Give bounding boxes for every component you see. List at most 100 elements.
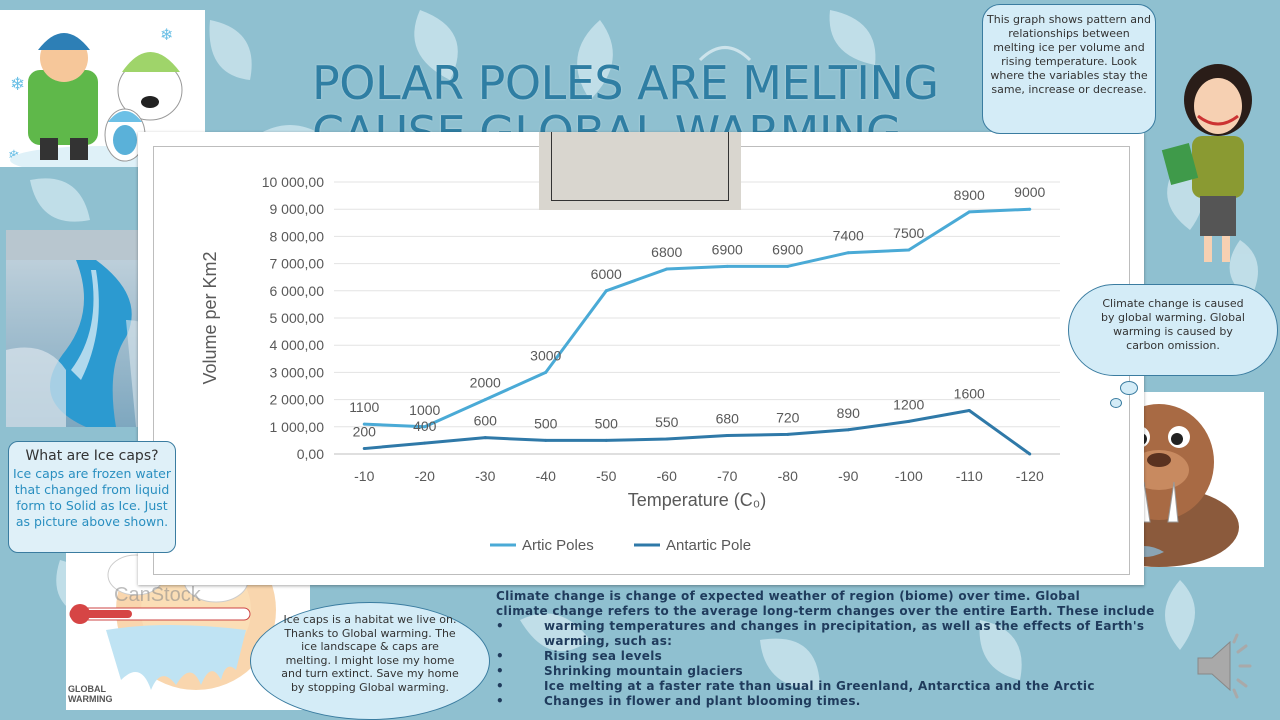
y-tick-label: 8 000,00	[270, 228, 325, 244]
x-tick-label: -120	[1016, 468, 1044, 484]
data-point	[423, 425, 427, 429]
bullet-item: • Changes in flower and plant blooming ti…	[496, 694, 1182, 709]
data-point	[362, 422, 366, 426]
y-tick-label: 0,00	[297, 446, 324, 462]
y-tick-label: 1 000,00	[270, 419, 325, 435]
x-tick-label: -90	[838, 468, 858, 484]
data-label: 550	[655, 414, 679, 430]
data-point	[1028, 452, 1032, 456]
y-tick-label: 6 000,00	[270, 283, 325, 299]
speaker-icon[interactable]	[1190, 632, 1256, 702]
x-tick-label: -60	[657, 468, 677, 484]
climate-change-paragraph: Climate change is change of expected wea…	[496, 589, 1182, 709]
data-label: 9000	[1014, 184, 1045, 200]
bullet-symbol: •	[496, 679, 504, 693]
paragraph-line-1: Climate change is change of expected wea…	[496, 589, 1081, 603]
data-point	[846, 251, 850, 255]
bullet-text: Rising sea levels	[544, 649, 663, 663]
data-point	[967, 210, 971, 214]
data-point	[846, 428, 850, 432]
placeholder-outline	[551, 132, 729, 201]
data-label: 500	[534, 415, 558, 431]
data-label: 1600	[954, 385, 985, 401]
data-label: 400	[413, 418, 437, 434]
data-point	[907, 248, 911, 252]
data-point	[786, 432, 790, 436]
y-tick-label: 5 000,00	[270, 310, 325, 326]
x-tick-label: -70	[717, 468, 737, 484]
data-point	[665, 437, 669, 441]
data-label: 720	[776, 409, 800, 425]
series-line-artic	[364, 207, 1030, 429]
data-label: 1100	[349, 399, 379, 415]
x-tick-label: -20	[415, 468, 435, 484]
y-tick-label: 7 000,00	[270, 256, 325, 272]
data-label: 500	[595, 415, 619, 431]
legend-label: Artic Poles	[522, 537, 594, 554]
global-warming-label: GLOBAL WARMING	[68, 684, 113, 704]
empty-placeholder-box	[539, 132, 741, 210]
data-label: 1200	[893, 396, 924, 412]
data-point	[967, 408, 971, 412]
bullet-text: Changes in flower and plant blooming tim…	[544, 694, 861, 708]
line-chart: 0,00 1 000,00 2 000,00 3 000,00 4 000,00 5 00…	[200, 174, 1060, 554]
x-tick-label: -40	[536, 468, 556, 484]
data-point	[665, 267, 669, 271]
data-label: 1000	[409, 402, 440, 418]
bullet-item: • Ice melting at a faster rate than usual…	[496, 679, 1182, 694]
bullet-text: Ice melting at a faster rate than usual …	[544, 679, 1095, 693]
bullet-item: • warming temperatures and changes in pr…	[496, 619, 1182, 634]
svg-text:❄: ❄	[160, 25, 173, 44]
data-label: 600	[474, 413, 498, 429]
y-tick-label: 10 000,00	[262, 174, 324, 190]
y-tick-label: 3 000,00	[270, 364, 325, 380]
data-point	[604, 289, 608, 293]
data-point	[483, 436, 487, 440]
y-tick-label: 4 000,00	[270, 337, 325, 353]
data-point	[544, 370, 548, 374]
data-label: 6900	[712, 241, 743, 257]
x-tick-label: -110	[956, 468, 983, 484]
x-tick-label: -80	[778, 468, 798, 484]
data-label: 7400	[833, 228, 864, 244]
data-point	[725, 264, 729, 268]
habitat-bubble: Ice caps is a habitat we live on. Thanks…	[250, 602, 490, 720]
x-tick-label: -100	[895, 468, 923, 484]
bullet-text: warming, such as:	[544, 634, 673, 648]
series-line-antartic	[364, 408, 1031, 456]
x-tick-label: -50	[596, 468, 616, 484]
data-point	[423, 441, 427, 445]
data-label: 6900	[772, 241, 803, 257]
data-label: 200	[353, 424, 377, 440]
bullet-symbol: •	[496, 664, 504, 678]
ice-caps-heading: What are Ice caps?	[25, 448, 159, 464]
bullet-text: warming temperatures and changes in prec…	[544, 619, 1145, 633]
bullet-item: • Rising sea levels	[496, 649, 1182, 664]
bullet-item: • Shrinking mountain glaciers	[496, 664, 1182, 679]
data-label: 6800	[651, 244, 682, 260]
data-label: 890	[837, 405, 861, 421]
climate-change-cloud: Climate change is caused by global warmi…	[1068, 284, 1278, 376]
ice-caps-bubble: What are Ice caps? Ice caps are frozen w…	[8, 441, 176, 553]
stock-watermark: CanStock	[114, 584, 201, 606]
data-label: 680	[716, 411, 740, 427]
data-point	[544, 438, 548, 442]
data-label: 6000	[591, 266, 622, 282]
teacher-character-image	[1160, 60, 1275, 265]
legend-label: Antartic Pole	[666, 537, 751, 554]
data-point	[604, 438, 608, 442]
data-label: 8900	[954, 187, 985, 203]
bullet-text: Shrinking mountain glaciers	[544, 664, 743, 678]
graph-explanation-bubble: This graph shows pattern and relationshi…	[982, 4, 1156, 134]
x-tick-label: -30	[475, 468, 495, 484]
data-point	[1028, 207, 1032, 211]
data-point	[786, 264, 790, 268]
y-tick-label: 2 000,00	[270, 392, 325, 408]
bullet-symbol: •	[496, 619, 504, 633]
cloud-tail-dot-1	[1120, 381, 1138, 395]
data-label: 3000	[530, 347, 561, 363]
svg-text:❄: ❄	[10, 74, 25, 95]
cloud-tail-dot-2	[1110, 398, 1122, 408]
data-point	[907, 419, 911, 423]
